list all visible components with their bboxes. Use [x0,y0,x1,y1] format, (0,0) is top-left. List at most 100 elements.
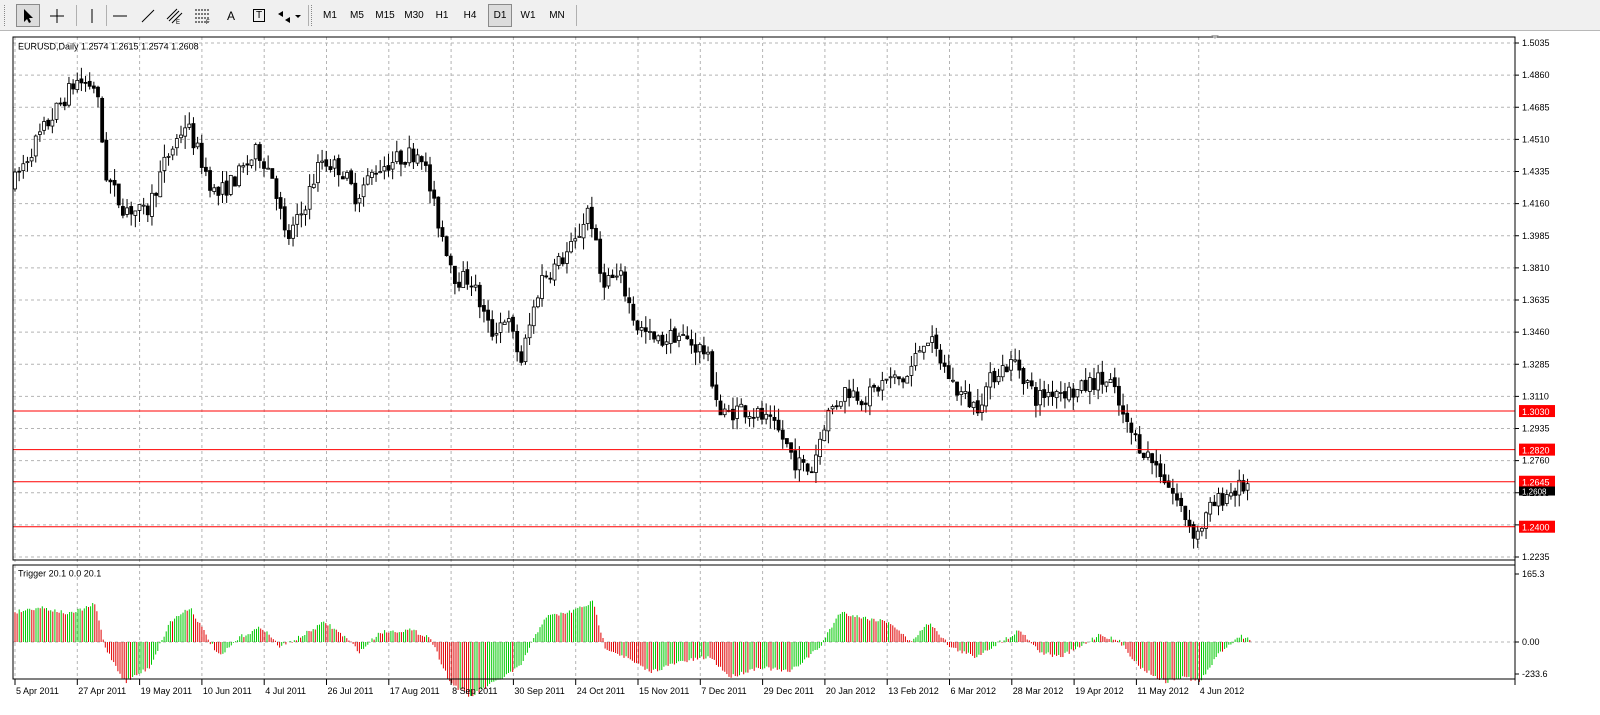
fibonacci-tool-button[interactable]: F [191,4,215,27]
candle-body [286,230,291,239]
arrows-tool-button[interactable] [274,4,304,27]
candle-body [1229,492,1233,497]
candle-body [855,391,860,401]
candle-body [158,171,163,198]
candle-body [444,236,449,257]
candle-body [602,272,607,288]
current-price-text: 1.2608 [1522,488,1547,497]
candle-body [548,277,553,280]
candle-body [1170,487,1175,494]
timeframe-mn-button[interactable]: MN [549,10,565,21]
cursor-tool-button[interactable] [16,4,40,27]
candle-body [847,388,852,399]
candle-body [697,344,702,353]
candle-body [407,147,412,164]
candle-body [428,164,432,192]
date-label: 8 Sep 2011 [452,686,497,696]
indicator-title: Trigger 20.1 0.0 20.1 [18,568,101,578]
candle-body [959,391,964,395]
chart-window[interactable]: EURUSD,Daily 1.2574 1.2615 1.2574 1.2608… [0,31,1600,715]
candle-body [523,337,528,363]
candle-body [635,320,640,331]
candle-body [316,162,320,184]
candle-body [1141,452,1146,458]
candle-body [1046,391,1051,398]
candle-body [108,179,113,183]
candle-body [955,381,959,396]
candle-body [913,353,918,367]
chart-shift-marker-icon[interactable] [1211,35,1219,39]
horizontal-line-price-tag [1519,443,1555,456]
timeframe-m15-button[interactable]: M15 [375,10,395,21]
candle-body [1087,377,1092,392]
indicator-scale-label: 0.00 [1522,637,1540,647]
candle-body [581,223,586,239]
candle-body [992,370,997,383]
timeframe-m1-button[interactable]: M1 [323,10,337,21]
candle-body [1034,387,1038,406]
vertical-line-tool-button[interactable] [80,4,104,27]
candle-body [245,163,250,166]
price-label: 1.4510 [1522,134,1550,144]
crosshair-tool-button[interactable] [45,4,69,27]
candle-body [1075,389,1080,398]
candle-body [369,171,374,178]
toolbar-grip[interactable] [311,5,315,26]
candle-body [394,151,399,163]
candle-body [1100,371,1105,385]
date-label: 10 Jun 2011 [203,686,252,696]
horizontal-line-tool-button[interactable] [108,4,132,27]
candle-body [1158,463,1163,478]
date-label: 29 Dec 2011 [764,686,814,696]
candle-body [689,339,694,346]
oscillator-histogram [14,600,1251,697]
horizontal-line-price-text: 1.2645 [1522,478,1550,488]
candle-body [340,176,345,180]
candle-body [228,174,233,195]
equidistant-channel-tool-button[interactable]: E [163,4,187,27]
trendline-tool-button[interactable] [136,4,160,27]
candle-body [934,334,939,349]
candle-body [834,405,839,408]
price-label: 1.2760 [1522,456,1550,466]
candle-body [374,172,378,175]
candle-body [801,459,806,463]
text-label-tool-button[interactable]: T [247,4,271,27]
candle-body [506,318,511,323]
timeframe-w1-button[interactable]: W1 [520,10,536,21]
timeframe-m5-button[interactable]: M5 [350,10,364,21]
candle-body [926,342,930,346]
candle-body [685,335,690,340]
candle-body [262,161,266,169]
timeframe-h4-button[interactable]: H4 [463,10,477,21]
candle-body [482,305,486,312]
candle-body [436,196,441,229]
timeframe-h1-button[interactable]: H1 [435,10,449,21]
candle-body [1079,380,1084,391]
candle-body [639,327,644,331]
candle-body [179,134,183,139]
candle-body [104,139,109,181]
candle-body [29,157,34,162]
indicator-subwindow-border [12,564,1516,680]
candle-body [531,306,536,327]
candle-body [996,375,1001,383]
candle-body [975,400,980,414]
price-label: 1.5035 [1522,38,1550,48]
candle-body [1067,386,1071,401]
candle-body [415,154,420,164]
candle-body [589,206,594,230]
text-tool-button[interactable]: A [219,4,243,27]
candle-body [33,135,38,157]
candle-body [1096,372,1101,391]
candle-body [42,121,46,131]
timeframe-m30-button[interactable]: M30 [404,10,424,21]
timeframe-d1-button[interactable]: D1 [488,4,512,27]
chart-canvas[interactable]: EURUSD,Daily 1.2574 1.2615 1.2574 1.2608… [0,31,1592,715]
candle-body [814,454,818,473]
candle-body [270,168,275,179]
date-label: 11 May 2012 [1137,686,1188,696]
toolbar-grip[interactable] [4,5,8,26]
candle-body [116,183,121,206]
candle-body [50,119,55,127]
